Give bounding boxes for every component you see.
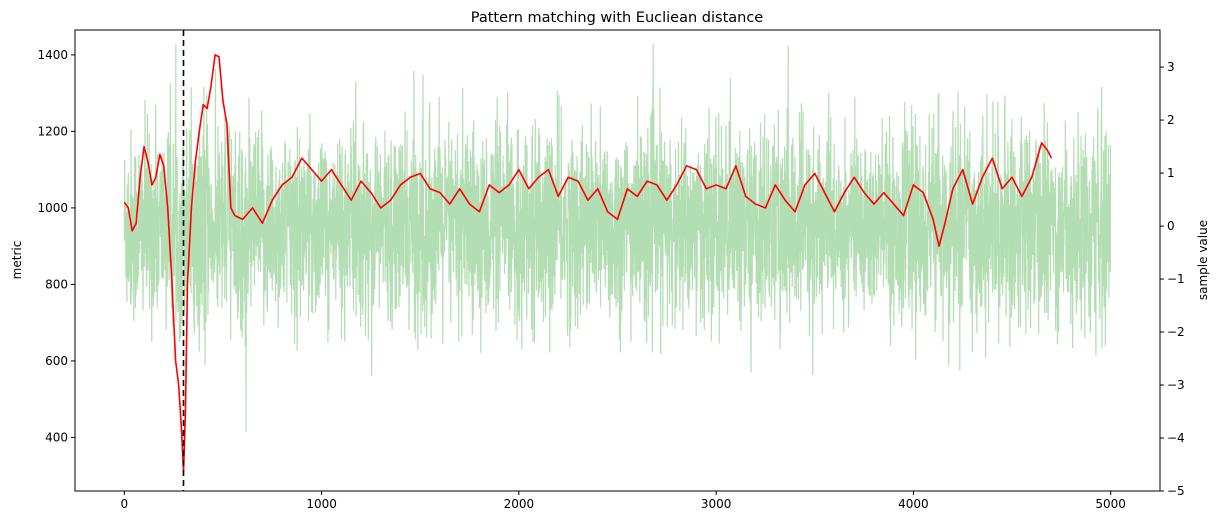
left-y-tick-label: 400 (45, 430, 68, 444)
plot-frame (74, 29, 1161, 492)
metric-series (123, 54, 1053, 473)
left-y-axis-title: metric (10, 241, 24, 280)
right-y-tick-label: −2 (1167, 325, 1185, 339)
x-tick-label: 2000 (504, 497, 535, 511)
left-y-tick-label: 1400 (37, 48, 68, 62)
left-y-tick-label: 1200 (37, 124, 68, 138)
left-y-tick-label: 600 (45, 354, 68, 368)
right-y-tick-label: −3 (1167, 378, 1185, 392)
x-axis: 0 1000 2000 3000 4000 5000 (120, 491, 1126, 511)
right-y-axis: −5 −4 −3 −2 −1 0 1 2 3 (1160, 60, 1185, 498)
left-y-tick-label: 800 (45, 277, 68, 291)
right-y-axis-title: sample value (1196, 220, 1210, 300)
right-y-tick-label: −1 (1167, 272, 1185, 286)
chart-title: Pattern matching with Eucliean distance (471, 10, 764, 26)
right-y-tick-label: −5 (1167, 484, 1185, 498)
x-tick-label: 5000 (1095, 497, 1126, 511)
x-tick-label: 3000 (701, 497, 732, 511)
right-y-tick-label: 2 (1167, 113, 1175, 127)
left-y-axis: 400 600 800 1000 1200 1400 (37, 48, 75, 444)
sample-value-series (123, 43, 1112, 433)
left-y-tick-label: 1000 (37, 201, 68, 215)
x-tick-label: 4000 (898, 497, 929, 511)
right-y-tick-label: 1 (1167, 166, 1175, 180)
sample-value-line (123, 43, 1112, 433)
x-tick-label: 1000 (306, 497, 337, 511)
x-tick-label: 0 (120, 497, 128, 511)
right-y-tick-label: 3 (1167, 60, 1175, 74)
right-y-tick-label: −4 (1167, 431, 1185, 445)
metric-line (123, 54, 1053, 473)
right-y-tick-label: 0 (1167, 219, 1175, 233)
